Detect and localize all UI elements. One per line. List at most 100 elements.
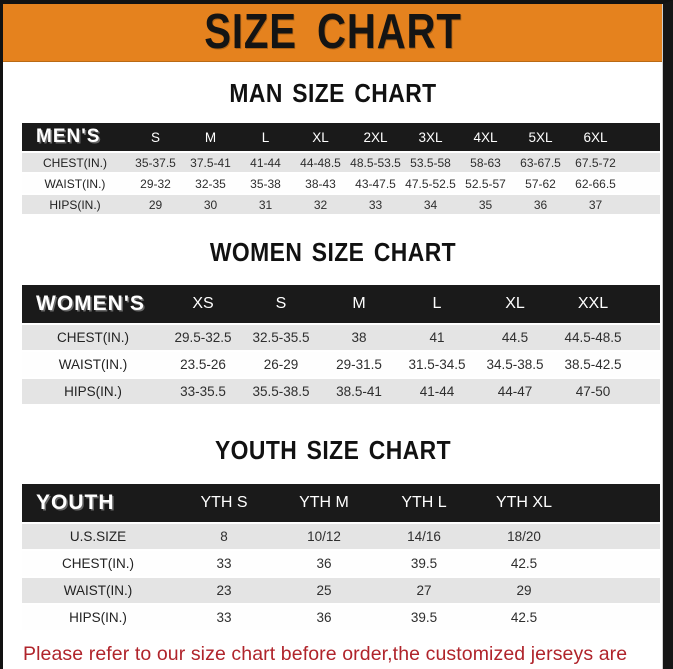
measurement-value: 35-38 — [250, 176, 281, 191]
measurement-label: CHEST(IN.) — [43, 155, 107, 170]
measurement-label: WAIST(IN.) — [63, 583, 133, 598]
measurement-value: 36 — [316, 556, 332, 571]
footer-line-1: Please refer to our size chart before or… — [23, 643, 628, 669]
measurement-value: 32 — [313, 197, 328, 212]
table-row: HIPS(IN.) 33 36 39.5 42.5 — [22, 605, 660, 630]
table-row: HIPS(IN.) 29 30 31 32 33 34 35 36 37 — [22, 195, 660, 214]
size-table: YOUTH YTH S YTH M YTH L YTH XL U.S.SIZE 8 10/1… — [22, 482, 660, 632]
measurement-value: 33 — [216, 610, 232, 625]
measurement-label: HIPS(IN.) — [64, 384, 122, 399]
measurement-label: HIPS(IN.) — [49, 197, 101, 212]
measurement-value: 42.5 — [510, 556, 538, 571]
measurement-value: 67.5-72 — [575, 155, 616, 170]
row-spacer-cell — [623, 174, 660, 193]
table-title-cell: YOUTH — [36, 491, 115, 514]
table-title-cell: WOMEN'S — [36, 292, 145, 315]
header-spacer-cell — [623, 123, 660, 151]
footer-note: Please refer to our size chart before or… — [23, 642, 663, 669]
measurement-value: 26-29 — [263, 357, 299, 372]
section-heading: MAN SIZE CHART — [229, 78, 437, 108]
sections-container: MAN SIZE CHART MEN'S S M L XL 2XL 3XL 4XL 5XL 6XL… — [3, 78, 663, 632]
measurement-value: 32-35 — [195, 176, 226, 191]
row-spacer-cell — [574, 551, 660, 576]
size-column-header: M — [352, 295, 366, 312]
header-spacer-cell — [574, 484, 660, 522]
measurement-label: HIPS(IN.) — [69, 610, 127, 625]
table-header-row: MEN'S S M L XL 2XL 3XL 4XL 5XL 6XL — [22, 123, 660, 151]
table-header-row: WOMEN'S XS S M L XL XXL — [22, 285, 660, 323]
title-banner: SIZE CHART — [3, 4, 663, 62]
row-spacer-cell — [632, 325, 660, 350]
measurement-value: 47.5-52.5 — [405, 176, 456, 191]
measurement-label: CHEST(IN.) — [57, 330, 129, 345]
table-row: WAIST(IN.) 23.5-26 26-29 29-31.5 31.5-34.5 34… — [22, 352, 660, 377]
measurement-value: 29-31.5 — [336, 357, 382, 372]
table-row: WAIST(IN.) 23 25 27 29 — [22, 578, 660, 603]
size-column-header: XXL — [577, 295, 609, 312]
table-row: HIPS(IN.) 33-35.5 35.5-38.5 38.5-41 41-44 44-… — [22, 379, 660, 404]
measurement-label: WAIST(IN.) — [58, 357, 128, 372]
row-spacer-cell — [632, 352, 660, 377]
measurement-value: 48.5-53.5 — [350, 155, 401, 170]
measurement-value: 58-63 — [470, 155, 501, 170]
measurement-value: 44.5-48.5 — [564, 330, 622, 345]
size-column-header: YTH M — [299, 494, 349, 511]
measurement-value: 34.5-38.5 — [486, 357, 544, 372]
size-column-header: L — [432, 295, 442, 312]
measurement-value: 32.5-35.5 — [252, 330, 310, 345]
size-table: MEN'S S M L XL 2XL 3XL 4XL 5XL 6XL CHEST(IN.) 35-3… — [22, 121, 660, 216]
measurement-value: 29-32 — [140, 176, 171, 191]
size-column-header: YTH XL — [495, 494, 552, 511]
size-column-header: 5XL — [528, 129, 553, 145]
size-column-header: 4XL — [473, 129, 498, 145]
row-spacer-cell — [623, 153, 660, 172]
measurement-value: 63-67.5 — [520, 155, 561, 170]
measurement-value: 38 — [351, 330, 367, 345]
size-column-header: 3XL — [418, 129, 443, 145]
measurement-value: 35.5-38.5 — [252, 384, 310, 399]
row-spacer-cell — [632, 379, 660, 404]
measurement-value: 41-44 — [250, 155, 281, 170]
measurement-value: 30 — [203, 197, 218, 212]
measurement-value: 38-43 — [305, 176, 336, 191]
measurement-value: 41-44 — [419, 384, 455, 399]
section-heading: WOMEN SIZE CHART — [209, 237, 457, 267]
size-column-header: M — [204, 129, 217, 145]
measurement-value: 37.5-41 — [190, 155, 231, 170]
table-title-cell: MEN'S — [36, 126, 101, 147]
measurement-value: 37 — [588, 197, 603, 212]
measurement-value: 10/12 — [307, 529, 341, 544]
measurement-value: 43-47.5 — [355, 176, 396, 191]
measurement-value: 44-47 — [497, 384, 533, 399]
measurement-value: 57-62 — [525, 176, 556, 191]
row-spacer-cell — [574, 605, 660, 630]
size-column-header: L — [261, 129, 270, 145]
table-header-row: YOUTH YTH S YTH M YTH L YTH XL — [22, 484, 660, 522]
measurement-value: 44.5 — [501, 330, 529, 345]
measurement-label: WAIST(IN.) — [44, 176, 106, 191]
measurement-value: 29.5-32.5 — [174, 330, 232, 345]
size-column-header: S — [150, 129, 160, 145]
size-column-header: XS — [192, 295, 214, 312]
measurement-value: 29 — [516, 583, 532, 598]
table-row: CHEST(IN.) 29.5-32.5 32.5-35.5 38 41 44.5 44.5… — [22, 325, 660, 350]
measurement-label: U.S.SIZE — [69, 529, 127, 544]
measurement-value: 27 — [416, 583, 432, 598]
size-table: WOMEN'S XS S M L XL XXL CHEST(IN.) 29.5-32.5 32.… — [22, 283, 660, 406]
measurement-value: 33-35.5 — [180, 384, 226, 399]
section-heading: YOUTH SIZE CHART — [214, 435, 452, 465]
size-column-header: 6XL — [583, 129, 608, 145]
measurement-value: 39.5 — [410, 556, 438, 571]
table-row: CHEST(IN.) 33 36 39.5 42.5 — [22, 551, 660, 576]
measurement-value: 53.5-58 — [410, 155, 451, 170]
measurement-value: 41 — [429, 330, 445, 345]
measurement-value: 25 — [316, 583, 332, 598]
size-chart-section: WOMEN SIZE CHART WOMEN'S XS S M L XL XXL CHEST… — [3, 237, 663, 406]
row-spacer-cell — [574, 524, 660, 549]
measurement-value: 33 — [368, 197, 383, 212]
measurement-value: 47-50 — [575, 384, 611, 399]
measurement-value: 35-37.5 — [135, 155, 176, 170]
size-chart-section: MAN SIZE CHART MEN'S S M L XL 2XL 3XL 4XL 5XL 6XL… — [3, 78, 663, 216]
header-spacer-cell — [632, 285, 660, 323]
measurement-value: 52.5-57 — [465, 176, 506, 191]
